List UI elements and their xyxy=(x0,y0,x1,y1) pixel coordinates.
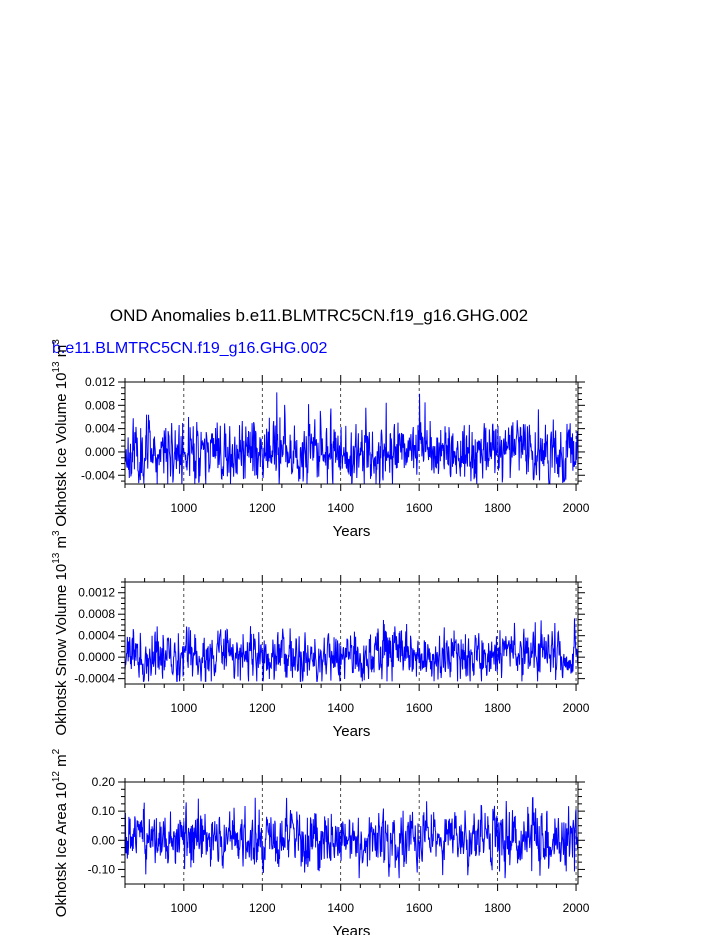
y-tick-label: -0.0004 xyxy=(74,672,115,686)
chart-panel-1: 1000 1200 1400 1600 1800 2000 -0.004 0.000 0.004… xyxy=(51,339,590,540)
x-tick-label: 1200 xyxy=(249,901,276,915)
y-tick-label: 0.10 xyxy=(92,804,116,818)
y-tick-label: 0.0012 xyxy=(78,586,115,600)
x-tick-label: 1400 xyxy=(327,501,354,515)
y-tick-label: 0.012 xyxy=(85,375,115,389)
x-tick-label: 2000 xyxy=(563,901,590,915)
x-tick-label: 1600 xyxy=(406,501,433,515)
main-title: OND Anomalies b.e11.BLMTRC5CN.f19_g16.GH… xyxy=(110,306,528,325)
plot-frame xyxy=(124,381,579,485)
y-tick-label: -0.004 xyxy=(81,468,115,482)
x-tick-label: 1800 xyxy=(484,701,511,715)
x-tick-label: 1600 xyxy=(406,901,433,915)
y-tick-label: 0.20 xyxy=(92,775,116,789)
subtitle: b.e11.BLMTRC5CN.f19_g16.GHG.002 xyxy=(52,340,328,357)
y-tick-label: 0.0004 xyxy=(78,629,115,643)
series-line xyxy=(124,618,579,682)
x-tick-label: 2000 xyxy=(563,501,590,515)
x-tick-label: 1400 xyxy=(327,901,354,915)
y-axis-title: Okhotsk Snow Volume 1013 m3 xyxy=(51,530,70,736)
x-axis-title: Years xyxy=(333,723,371,740)
x-tick-label: 1800 xyxy=(484,501,511,515)
x-tick-label: 1000 xyxy=(170,701,197,715)
y-tick-label: 0.004 xyxy=(85,422,115,436)
x-tick-label: 1800 xyxy=(484,901,511,915)
chart-panel-3: 1000 1200 1400 1600 1800 2000 -0.10 0.00 0.10 0.2… xyxy=(51,748,590,935)
y-tick-label: 0.00 xyxy=(92,833,116,847)
x-axis-title: Years xyxy=(333,523,371,540)
x-tick-label: 1200 xyxy=(249,501,276,515)
y-axis-title: Okhotsk Ice Area 1012 m2 xyxy=(51,748,70,917)
x-axis-title: Years xyxy=(333,923,371,935)
y-tick-label: 0.0008 xyxy=(78,607,115,621)
panels: 1000 1200 1400 1600 1800 2000 -0.004 0.000 0.004… xyxy=(51,339,590,935)
x-tick-label: 1000 xyxy=(170,501,197,515)
x-tick-label: 1400 xyxy=(327,701,354,715)
x-tick-label: 1600 xyxy=(406,701,433,715)
y-tick-label: -0.10 xyxy=(88,862,116,876)
x-tick-label: 1000 xyxy=(170,901,197,915)
series-line xyxy=(124,796,579,879)
y-axis-title: Okhotsk Ice Volume 1013 m3 xyxy=(51,339,70,527)
series-line xyxy=(124,392,579,485)
y-tick-label: 0.000 xyxy=(85,445,115,459)
x-tick-label: 2000 xyxy=(563,701,590,715)
chart-panel-2: 1000 1200 1400 1600 1800 2000 -0.0004 0.0000 0.0… xyxy=(51,530,590,740)
y-tick-label: 0.0000 xyxy=(78,650,115,664)
y-tick-label: 0.008 xyxy=(85,398,115,412)
x-tick-label: 1200 xyxy=(249,701,276,715)
plot-frame xyxy=(124,581,579,685)
